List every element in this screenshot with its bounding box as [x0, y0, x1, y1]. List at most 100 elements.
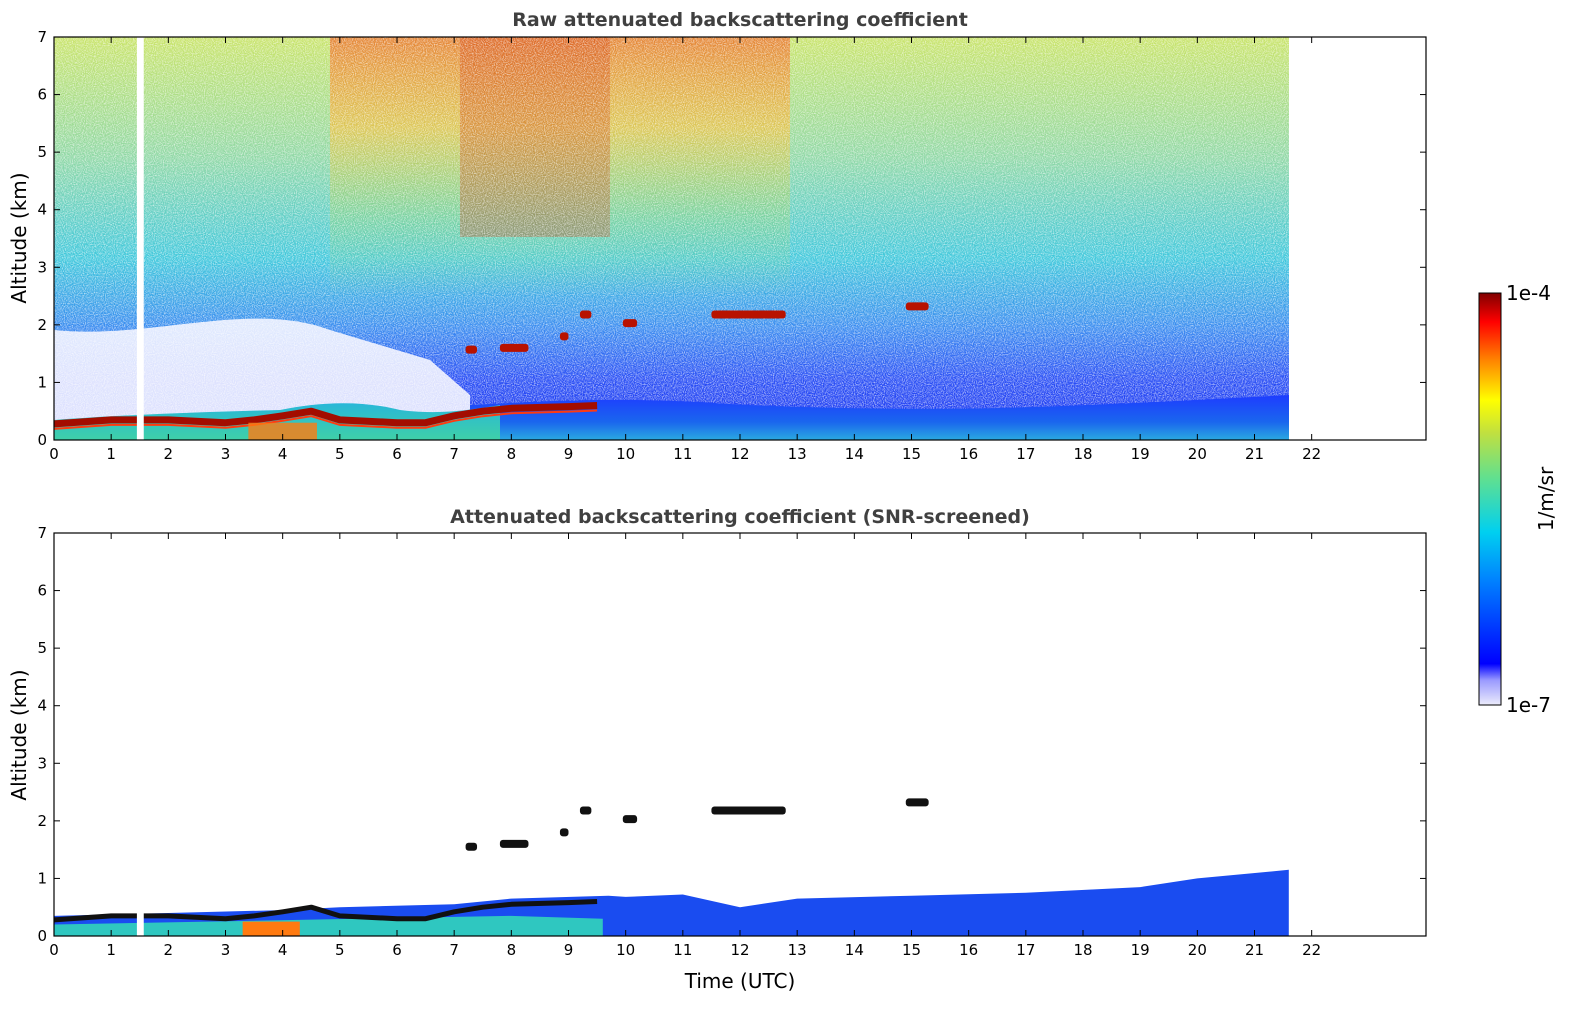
raw-x-tick-label: 4 [278, 445, 288, 463]
raw-y-axis: 0 1 2 3 4 5 6 7 [37, 28, 1426, 449]
screened-x-tick-label: 15 [902, 941, 921, 959]
raw-cloud-layers [54, 302, 929, 440]
colorbar: 1e-4 1e-7 1/m/sr [1478, 281, 1558, 717]
screened-cloud-layer [905, 798, 929, 807]
screened-cloud-layer [499, 839, 529, 848]
raw-cloud-layer [622, 319, 638, 328]
raw-x-tick-label: 1 [106, 445, 116, 463]
screened-x-tick-label: 11 [673, 941, 692, 959]
raw-x-tick-label: 19 [1131, 445, 1150, 463]
screened-x-tick-label: 19 [1131, 941, 1150, 959]
raw-x-tick-label: 16 [959, 445, 978, 463]
raw-x-tick-label: 0 [49, 445, 59, 463]
screened-boundary-layer-top [54, 899, 598, 923]
screened-x-tick-label: 0 [49, 941, 59, 959]
colorbar-min-label: 1e-7 [1506, 693, 1551, 717]
raw-y-tick-label: 7 [37, 28, 47, 46]
colorbar-max-label: 1e-4 [1506, 281, 1551, 305]
screened-early-boundary-layer [54, 915, 603, 936]
screened-cloud-layer [579, 806, 592, 815]
raw-x-tick-label: 8 [507, 445, 517, 463]
screened-x-tick-label: 20 [1188, 941, 1207, 959]
screened-x-tick-label: 3 [221, 941, 231, 959]
raw-x-tick-label: 12 [730, 445, 749, 463]
screened-orange-patch [242, 921, 300, 936]
raw-x-tick-label: 7 [449, 445, 459, 463]
raw-cloud-layer [465, 345, 478, 354]
raw-boundary-layer-top [54, 402, 598, 428]
raw-x-tick-label: 18 [1073, 445, 1092, 463]
raw-noise-speckle [54, 37, 1289, 440]
raw-x-axis: 0 1 2 3 4 5 6 7 8 9 10 11 12 13 14 15 16 17 18 19 20 21 22 [49, 37, 1321, 463]
raw-y-tick-label: 0 [37, 431, 47, 449]
screened-x-tick-label: 1 [106, 941, 116, 959]
raw-orange-patch [248, 422, 317, 440]
raw-x-tick-label: 15 [902, 445, 921, 463]
raw-x-tick-label: 2 [164, 445, 174, 463]
screened-y-tick-label: 1 [37, 869, 47, 887]
screened-x-tick-label: 10 [616, 941, 635, 959]
screened-heatmap [54, 798, 1289, 936]
raw-panel-title: Raw attenuated backscattering coefficien… [512, 9, 968, 31]
screened-x-tick-label: 12 [730, 941, 749, 959]
screened-axes-frame [53, 532, 1427, 937]
screened-data-gap [136, 901, 144, 936]
raw-cloud-layer [579, 310, 592, 319]
raw-cloud-layer [559, 332, 569, 341]
raw-boundary-layer-edge [54, 409, 598, 430]
screened-x-tick-label: 7 [449, 941, 459, 959]
screened-x-tick-label: 8 [507, 941, 517, 959]
screened-y-tick-label: 3 [37, 754, 47, 772]
screened-panel-title: Attenuated backscattering coefficient (S… [450, 506, 1030, 528]
raw-aerosol-layer [470, 395, 1289, 440]
raw-panel: Raw attenuated backscattering coefficien… [7, 9, 1427, 463]
raw-heatmap [54, 37, 1289, 440]
screened-cloud-layer [559, 828, 569, 837]
x-axis-label: Time (UTC) [684, 969, 796, 993]
raw-y-tick-label: 5 [37, 143, 47, 161]
screened-x-tick-label: 17 [1016, 941, 1035, 959]
screened-y-tick-label: 5 [37, 639, 47, 657]
screened-x-tick-label: 16 [959, 941, 978, 959]
raw-x-tick-label: 20 [1188, 445, 1207, 463]
raw-x-tick-label: 13 [788, 445, 807, 463]
screened-x-tick-label: 18 [1073, 941, 1092, 959]
raw-cloud-layer [711, 310, 786, 319]
screened-x-tick-label: 9 [564, 941, 574, 959]
raw-x-tick-label: 22 [1302, 445, 1321, 463]
screened-x-tick-label: 21 [1245, 941, 1264, 959]
screened-y-tick-label: 2 [37, 812, 47, 830]
raw-x-tick-label: 10 [616, 445, 635, 463]
raw-y-tick-label: 4 [37, 201, 47, 219]
screened-panel: Attenuated backscattering coefficient (S… [7, 506, 1427, 993]
screened-x-tick-label: 4 [278, 941, 288, 959]
raw-x-tick-label: 21 [1245, 445, 1264, 463]
raw-x-tick-label: 3 [221, 445, 231, 463]
screened-y-tick-label: 4 [37, 697, 47, 715]
raw-y-tick-label: 3 [37, 258, 47, 276]
screened-y-tick-label: 0 [37, 927, 47, 945]
colorbar-unit-label: 1/m/sr [1534, 466, 1558, 531]
screened-y-axis-label: Altitude (km) [7, 669, 31, 800]
raw-x-tick-label: 17 [1016, 445, 1035, 463]
raw-x-tick-label: 14 [845, 445, 864, 463]
screened-x-tick-label: 22 [1302, 941, 1321, 959]
raw-x-tick-label: 5 [335, 445, 345, 463]
raw-cloud-layer [499, 343, 529, 352]
screened-cloud-layer [622, 815, 638, 824]
raw-y-axis-label: Altitude (km) [7, 172, 31, 303]
raw-x-tick-label: 9 [564, 445, 574, 463]
colorbar-scale [1478, 292, 1502, 706]
screened-x-tick-label: 13 [788, 941, 807, 959]
raw-x-tick-label: 11 [673, 445, 692, 463]
screened-x-tick-label: 2 [164, 941, 174, 959]
screened-cloud-layer [465, 842, 478, 851]
screened-y-tick-label: 7 [37, 524, 47, 542]
screened-x-tick-label: 5 [335, 941, 345, 959]
screened-y-tick-label: 6 [37, 582, 47, 600]
screened-layers [54, 798, 1289, 936]
screened-x-axis: 0 1 2 3 4 5 6 7 8 9 10 11 12 13 14 15 16 17 18 19 20 21 22 [49, 533, 1321, 959]
raw-y-tick-label: 1 [37, 373, 47, 391]
raw-y-tick-label: 6 [37, 86, 47, 104]
